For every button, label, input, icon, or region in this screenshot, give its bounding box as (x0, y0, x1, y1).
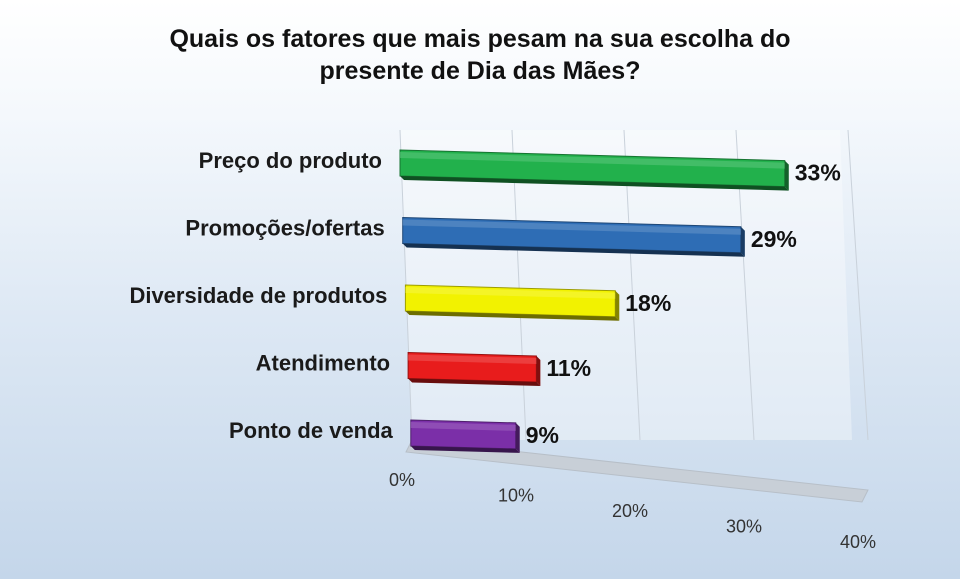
chart-title-line-1: Quais os fatores que mais pesam na sua e… (169, 25, 790, 53)
value-labels: 33% 29% 18% 11% 9% (526, 160, 841, 448)
value-label: 9% (526, 422, 559, 448)
bar-end-2 (615, 290, 620, 321)
chart-title-line-2: presente de Dia das Mães? (320, 57, 641, 85)
plot-floor (405, 439, 869, 503)
floor-panel (405, 439, 869, 503)
bar-highlight-0 (400, 152, 785, 169)
x-tick-label: 40% (840, 532, 876, 552)
x-tick-label: 30% (726, 517, 762, 537)
x-tick-label: 0% (389, 470, 415, 490)
bars (399, 149, 789, 453)
bar-bottom-4 (410, 446, 520, 453)
bar-bottom-1 (402, 243, 745, 257)
bar-highlight-4 (410, 422, 516, 431)
x-tick-label: 10% (498, 486, 534, 506)
value-label: 18% (625, 290, 671, 316)
category-label: Ponto de venda (229, 418, 394, 443)
category-label: Diversidade de produtos (129, 283, 387, 308)
gridline (847, 129, 869, 441)
value-label: 11% (546, 355, 591, 381)
category-label: Atendimento (256, 351, 390, 376)
bar-highlight-1 (402, 219, 741, 235)
bar-highlight-3 (408, 354, 537, 365)
category-labels: Preço do produto Promoções/ofertas Diversi… (129, 148, 393, 443)
bar-bottom-2 (405, 311, 620, 321)
chart-title: Quais os fatores que mais pesam na sua e… (169, 25, 790, 85)
bar-end-1 (740, 226, 745, 257)
bar-highlight-2 (405, 287, 616, 299)
bar-bottom-3 (408, 378, 541, 387)
bar-end-4 (515, 422, 520, 453)
category-label: Preço do produto (199, 148, 382, 173)
bar-end-0 (784, 160, 789, 191)
x-tick-label: 20% (612, 501, 648, 521)
x-axis-ticks: 0% 10% 20% 30% 40% (389, 470, 876, 552)
category-label: Promoções/ofertas (185, 216, 384, 241)
value-label: 33% (795, 160, 841, 186)
value-label: 29% (751, 226, 797, 252)
bar-end-3 (536, 356, 541, 387)
bar-bottom-0 (400, 176, 789, 191)
